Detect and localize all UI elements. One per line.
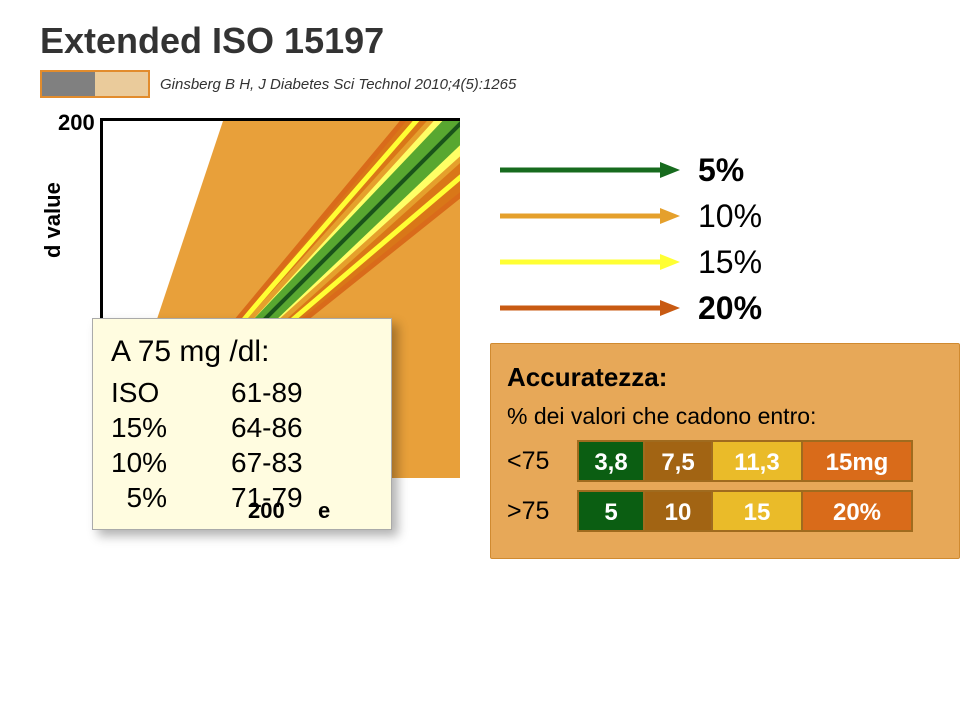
overlay-values-box: A 75 mg /dl: ISO61-8915%64-8610%67-83 5%… — [92, 318, 392, 530]
overlay-heading: A 75 mg /dl: — [111, 333, 373, 371]
overlay-row-label: ISO — [111, 375, 231, 410]
legend-pct-label: 5% — [698, 152, 744, 189]
slide-title: Extended ISO 15197 — [40, 20, 920, 62]
overlay-row-label: 5% — [111, 480, 231, 515]
accuracy-cell: 10 — [645, 490, 713, 532]
chart-panel: 200 d value A 75 mg /dl: ISO61-8915%64-8… — [100, 118, 460, 478]
accuracy-row-label: >75 — [507, 497, 577, 526]
overlay-row: 15%64-86 — [111, 410, 373, 445]
content-area: 200 d value A 75 mg /dl: ISO61-8915%64-8… — [40, 118, 920, 478]
legend-arrow-row: 15% — [500, 240, 762, 284]
slide-root: Extended ISO 15197 Ginsberg B H, J Diabe… — [0, 0, 960, 716]
citation-accent-block — [40, 70, 150, 98]
legend-arrow-row: 10% — [500, 194, 762, 238]
overlay-row: 10%67-83 — [111, 445, 373, 480]
arrow-icon — [500, 206, 680, 226]
legend-arrows: 5% 10% 15% 20% — [500, 148, 762, 332]
overlay-row-range: 64-86 — [231, 412, 303, 443]
accuracy-panel: Accuratezza: % dei valori che cadono ent… — [490, 343, 960, 559]
accuracy-cell: 11,3 — [713, 440, 803, 482]
citation-text: Ginsberg B H, J Diabetes Sci Technol 201… — [160, 76, 516, 93]
overlay-row: 5%71-79 — [111, 480, 373, 515]
accuracy-cell: 3,8 — [577, 440, 645, 482]
overlay-row: ISO61-89 — [111, 375, 373, 410]
accuracy-cell: 5 — [577, 490, 645, 532]
overlay-row-range: 67-83 — [231, 447, 303, 478]
accuracy-subtitle: % dei valori che cadono entro: — [507, 403, 943, 430]
x-axis-label-fragment: e — [318, 498, 330, 524]
x-tick-200: 200 — [248, 498, 285, 524]
legend-pct-label: 10% — [698, 198, 762, 235]
arrow-icon — [500, 160, 680, 180]
accuracy-row-label: <75 — [507, 447, 577, 476]
accuracy-cell: 20% — [803, 490, 913, 532]
overlay-row-range: 61-89 — [231, 377, 303, 408]
accuracy-title: Accuratezza: — [507, 362, 943, 393]
accuracy-cell: 15mg — [803, 440, 913, 482]
overlay-row-label: 15% — [111, 410, 231, 445]
y-tick-200: 200 — [58, 110, 95, 136]
arrow-icon — [500, 252, 680, 272]
legend-pct-label: 20% — [698, 290, 762, 327]
legend-arrow-row: 20% — [500, 286, 762, 330]
accuracy-cell: 15 — [713, 490, 803, 532]
overlay-row-label: 10% — [111, 445, 231, 480]
y-axis-label-fragment: d value — [40, 182, 66, 258]
legend-pct-label: 15% — [698, 244, 762, 281]
citation-row: Ginsberg B H, J Diabetes Sci Technol 201… — [40, 70, 920, 98]
accuracy-table: <753,87,511,315mg >755101520% — [507, 440, 943, 532]
legend-arrow-row: 5% — [500, 148, 762, 192]
accuracy-cell: 7,5 — [645, 440, 713, 482]
arrow-icon — [500, 298, 680, 318]
